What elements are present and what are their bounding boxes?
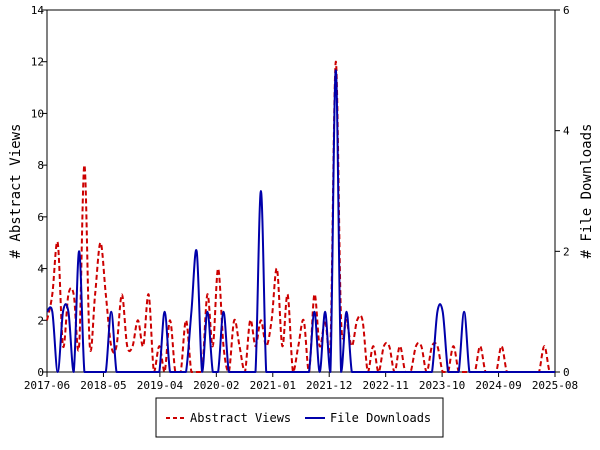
right-axis-title: # File Downloads [579,124,595,259]
x-tick-label: 2020-02 [193,379,239,392]
legend: Abstract Views File Downloads [155,397,444,438]
left-y-tick-label: 4 [37,263,44,276]
left-y-tick-label: 8 [37,159,44,172]
left-y-tick-label: 10 [31,107,44,120]
x-axis-ticks: 2017-06 2018-05 2019-04 2020-02 2021-01 2021-… [24,372,578,392]
x-tick-label: 2017-06 [24,379,70,392]
left-y-tick-label: 14 [31,4,45,17]
x-tick-label: 2023-10 [419,379,465,392]
series-layer [46,60,555,373]
left-y-tick-label: 6 [37,211,44,224]
left-y-tick-label: 2 [37,314,44,327]
x-tick-label: 2019-04 [137,379,184,392]
x-tick-label: 2022-11 [362,379,408,392]
legend-file-downloads-label: File Downloads [330,411,431,425]
file-downloads-series-line [46,69,555,373]
left-y-tick-label: 12 [31,56,44,69]
left-y-tick-label: 0 [37,366,44,379]
right-y-tick-label: 0 [563,366,570,379]
right-y-tick-label: 2 [563,245,570,258]
right-y-tick-label: 4 [563,125,570,138]
x-tick-label: 2025-08 [532,379,578,392]
x-tick-label: 2024-09 [475,379,521,392]
abstract-views-series-line [46,60,555,373]
legend-box [155,397,444,438]
left-y-axis-ticks: 0 2 4 6 8 10 12 14 [31,4,47,379]
x-tick-label: 2018-05 [80,379,126,392]
x-tick-label: 2021-01 [250,379,296,392]
legend-abstract-views-label: Abstract Views [190,411,291,425]
left-axis-title: # Abstract Views [8,124,24,259]
x-tick-label: 2021-12 [306,379,352,392]
right-y-axis-ticks: 0 2 4 6 [555,4,570,379]
plot-area [46,9,556,373]
right-y-tick-label: 6 [563,4,570,17]
